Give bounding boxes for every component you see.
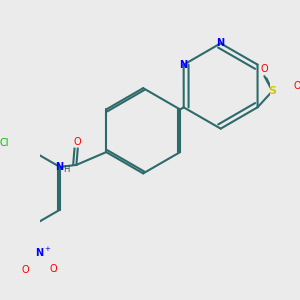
Text: Cl: Cl <box>0 138 9 148</box>
Text: O: O <box>22 265 30 275</box>
Text: H: H <box>63 165 69 174</box>
Text: O: O <box>49 264 57 274</box>
Text: N: N <box>180 60 188 70</box>
Text: N: N <box>35 248 44 258</box>
Text: N: N <box>55 162 63 172</box>
Text: +: + <box>44 246 50 252</box>
Text: O: O <box>293 81 300 91</box>
Text: S: S <box>268 86 277 96</box>
Text: ⁻: ⁻ <box>52 268 56 278</box>
Text: O: O <box>74 137 82 147</box>
Text: N: N <box>217 38 225 48</box>
Text: O: O <box>260 64 268 74</box>
